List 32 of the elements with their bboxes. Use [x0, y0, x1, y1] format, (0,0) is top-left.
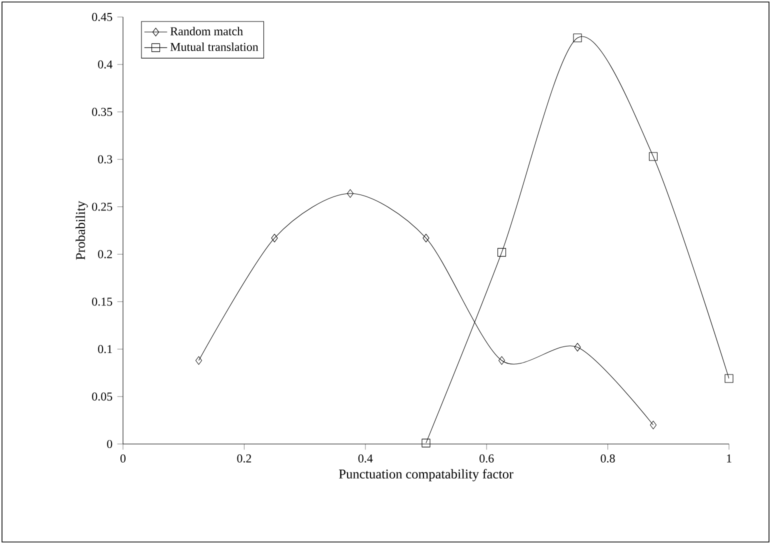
y-tick-label: 0.3: [98, 155, 112, 164]
y-axis-title: Probability: [76, 200, 88, 260]
y-tick-label: 0.1: [98, 345, 112, 354]
point: [498, 356, 506, 365]
y-tick-label: 0: [107, 440, 112, 448]
point: [724, 374, 734, 383]
x-tick-label: 0.8: [600, 454, 615, 463]
point: [573, 34, 582, 42]
point: [271, 234, 278, 242]
x-tick-label: 0: [120, 454, 126, 463]
legend-label: Random match: [170, 26, 243, 36]
legend-label: Mutual translation: [170, 42, 258, 51]
point: [346, 189, 354, 198]
point: [422, 438, 430, 448]
y-tick-label: 0.35: [92, 108, 112, 116]
point: [648, 152, 658, 161]
x-tick-label: 0.2: [237, 454, 252, 463]
point: [497, 248, 506, 257]
x-tick-label: 0.4: [358, 454, 373, 463]
y-tick-label: 0.2: [98, 250, 112, 258]
y-tick-label: 0.4: [98, 60, 112, 69]
x-axis-title: Punctuation compatability factor: [339, 469, 514, 482]
x-tick-label: 0.6: [480, 454, 494, 463]
point: [574, 342, 581, 352]
y-tick-label: 0.05: [92, 392, 112, 401]
point: [422, 234, 430, 242]
x-tick-label: 1: [727, 454, 732, 462]
y-tick-label: 0.45: [92, 12, 112, 22]
y-tick-label: 0.25: [92, 202, 112, 211]
y-tick-label: 0.15: [92, 298, 112, 306]
point: [195, 356, 202, 365]
point: [650, 420, 657, 430]
